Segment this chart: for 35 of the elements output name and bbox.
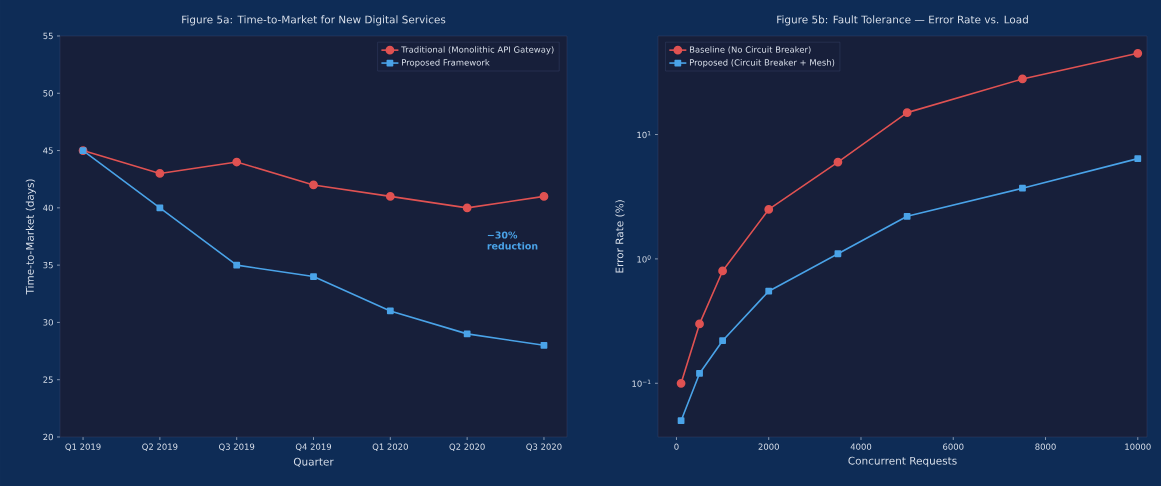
chart-title: Figure 5a: Time-to-Market for New Digital Services: [182, 15, 446, 26]
annotation: −30% reduction: [487, 231, 538, 250]
x-tick-label: Q3 2020: [526, 443, 562, 451]
chart-title: Figure 5b: Fault Tolerance — Error Rate vs. Load: [777, 15, 1028, 26]
x-tick-label: 2000: [758, 443, 779, 450]
y-tick-label: 10$^{−1}$: [632, 379, 651, 387]
legend-label: Baseline (No Circuit Breaker): [689, 46, 811, 54]
x-tick-label: Q3 2019: [219, 443, 255, 451]
y-axis-title: Time-to-Market (days): [25, 179, 36, 295]
x-tick-label: Q2 2020: [449, 443, 485, 451]
y-tick-label: 40: [43, 204, 53, 212]
y-tick-label: 30: [43, 319, 53, 326]
x-tick-label: 4000: [850, 443, 872, 450]
y-tick-label: 50: [43, 90, 53, 97]
y-tick-label: 55: [43, 32, 53, 40]
x-tick-label: 10000: [1125, 443, 1151, 450]
legend-label: Proposed (Circuit Breaker + Mesh): [689, 59, 835, 68]
y-tick-label: 20: [43, 433, 53, 441]
x-tick-label: Q1 2019: [65, 443, 101, 451]
y-tick-label: 35: [43, 261, 53, 269]
legend-label: Proposed Framework: [402, 59, 490, 68]
legend-label: Traditional (Monolithic API Gateway): [401, 46, 554, 55]
y-tick-label: 45: [43, 147, 53, 154]
x-tick-label: Q4 2019: [295, 443, 332, 451]
y-axis-title: Error Rate (%): [615, 200, 625, 273]
y-tick-label: 25: [43, 376, 53, 383]
x-tick-label: Q1 2020: [372, 443, 408, 451]
y-tick-label: 10$^{0}$: [637, 255, 651, 263]
x-tick-label: Q2 2019: [142, 443, 178, 451]
x-tick-label: 8000: [1035, 443, 1056, 450]
x-axis-title: Concurrent Requests: [848, 456, 957, 467]
y-tick-label: 10$^{1}$: [637, 130, 651, 139]
x-axis-title: Quarter: [293, 457, 334, 467]
x-tick-label: 6000: [943, 443, 964, 450]
x-tick-label: 0: [674, 443, 679, 450]
